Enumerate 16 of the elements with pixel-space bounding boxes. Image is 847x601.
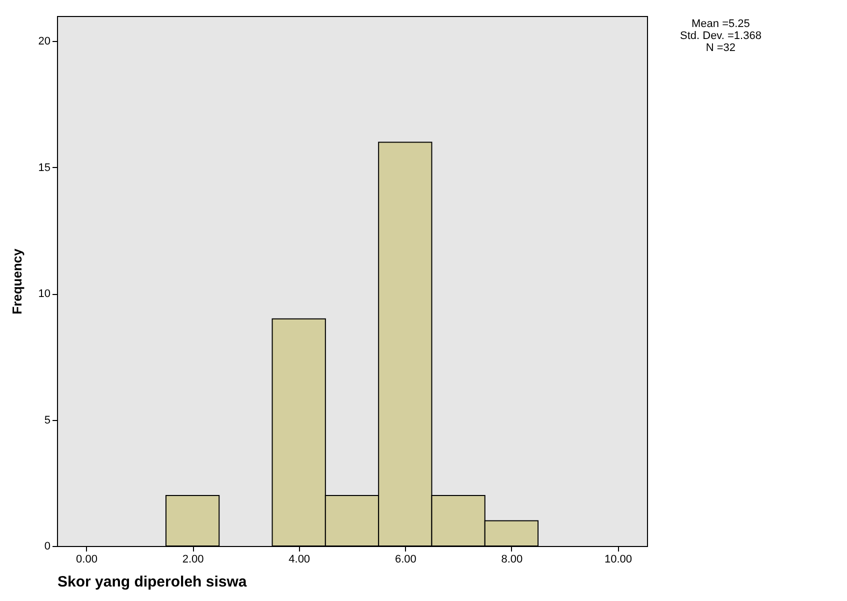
x-tick-label: 10.00	[604, 554, 632, 566]
x-tick-label: 8.00	[501, 554, 523, 566]
y-axis-title: Frequency	[9, 248, 24, 314]
y-tick-label: 15	[38, 162, 50, 174]
x-tick-label: 4.00	[288, 554, 310, 566]
text: N =32	[704, 42, 737, 54]
x-axis-title: Skor yang diperoleh siswa	[58, 574, 248, 590]
text: Std. Dev. =1.368	[680, 30, 762, 42]
y-tick-label: 0	[44, 540, 50, 552]
x-tick-label: 0.00	[76, 554, 98, 566]
y-tick-label: 10	[38, 288, 50, 300]
x-tick-label: 2.00	[182, 554, 204, 566]
y-tick-label: 20	[38, 36, 50, 48]
y-tick-label: 5	[44, 414, 50, 426]
text: Mean =5.25	[690, 18, 751, 30]
x-tick-label: 6.00	[394, 554, 416, 566]
